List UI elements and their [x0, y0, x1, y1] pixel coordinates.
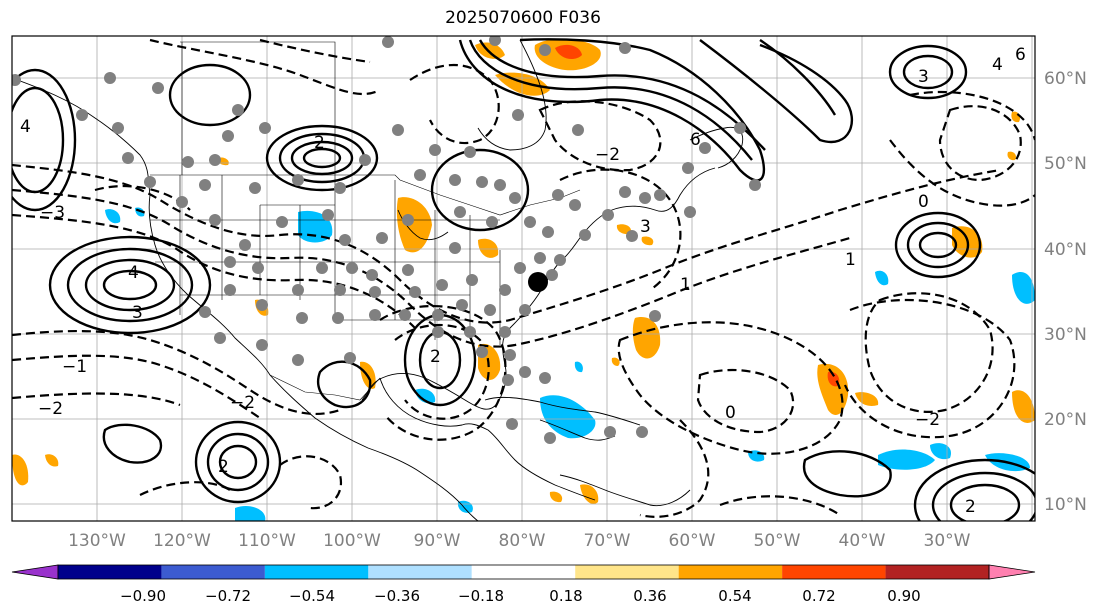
- contour-label: 0: [918, 192, 929, 212]
- lon-label: 40°W: [839, 531, 886, 551]
- contour-label: 2: [314, 133, 325, 153]
- colorbar-tick-label: −0.36: [374, 587, 420, 605]
- colorbar-cell: [575, 565, 679, 579]
- map-title: 2025070600 F036: [445, 8, 601, 28]
- lat-label: 20°N: [1044, 410, 1087, 430]
- station-markers: [12, 36, 761, 444]
- colorbar-tick-label: 0.18: [549, 587, 582, 605]
- contour-label: −3: [40, 203, 65, 223]
- contour-label: 4: [992, 55, 1003, 75]
- graticule: [12, 36, 1035, 521]
- colorbar: −0.90 −0.72 −0.54 −0.36 −0.18 0.18 0.36 …: [11, 564, 1036, 605]
- colorbar-cell: [885, 565, 989, 579]
- contour-label: 3: [918, 67, 929, 87]
- contour-label: 6: [1015, 45, 1026, 65]
- lat-label: 50°N: [1044, 154, 1087, 174]
- colorbar-tick-label: −0.72: [205, 587, 251, 605]
- colorbar-cell: [782, 565, 886, 579]
- lon-label: 90°W: [414, 531, 461, 551]
- contour-label: 1: [845, 250, 856, 270]
- latitude-axis: 60°N 50°N 40°N 30°N 20°N 10°N: [1044, 69, 1087, 515]
- lon-label: 120°W: [153, 531, 211, 551]
- lat-label: 30°N: [1044, 325, 1087, 345]
- colorbar-tick-label: 0.36: [633, 587, 666, 605]
- colorbar-extend-low: [11, 564, 59, 580]
- colorbar-tick-label: −0.90: [120, 587, 166, 605]
- colorbar-cell: [161, 565, 265, 579]
- colorbar-cell: [368, 565, 472, 579]
- contour-label: 4: [20, 117, 31, 137]
- colorbar-tick-label: 0.54: [718, 587, 751, 605]
- contour-label: 6: [690, 130, 701, 150]
- contour-label: 0: [725, 403, 736, 423]
- lat-label: 10°N: [1044, 495, 1087, 515]
- contour-label: 2: [430, 347, 441, 367]
- contour-label: 4: [128, 263, 139, 283]
- contour-label: −2: [230, 393, 255, 413]
- colorbar-tick-label: −0.54: [289, 587, 335, 605]
- lon-label: 60°W: [669, 531, 716, 551]
- contour-labels: 2 4 6 0 −2 −3 −2 −1 3 2 −2 3 3 0 2 2 4 6…: [20, 45, 1026, 517]
- colorbar-tick-label: 0.90: [887, 587, 920, 605]
- positive-contours: [12, 38, 1035, 521]
- longitude-axis: 130°W 120°W 110°W 100°W 90°W 80°W 70°W 6…: [68, 531, 971, 551]
- colorbar-tick-label: 0.72: [802, 587, 835, 605]
- lat-label: 40°N: [1044, 240, 1087, 260]
- contour-label: 2: [965, 497, 976, 517]
- coastlines: [12, 39, 744, 521]
- colorbar-cell: [471, 565, 576, 579]
- colorbar-cell: [264, 565, 369, 579]
- colorbar-outline: [57, 564, 990, 580]
- lon-label: 70°W: [584, 531, 631, 551]
- lon-label: 130°W: [68, 531, 126, 551]
- contour-label: 1: [680, 275, 691, 295]
- lon-label: 110°W: [238, 531, 296, 551]
- contour-label: 3: [640, 217, 651, 237]
- lon-label: 50°W: [754, 531, 801, 551]
- highlight-marker: [528, 272, 548, 292]
- map-frame: [11, 35, 1036, 522]
- negative-contours: [12, 38, 1035, 518]
- colorbar-cell: [58, 565, 162, 579]
- contour-label: −2: [595, 145, 620, 165]
- lat-label: 60°N: [1044, 69, 1087, 89]
- contour-label: −2: [38, 399, 63, 419]
- colorbar-tick-label: −0.18: [458, 587, 504, 605]
- colorbar-extend-high: [988, 564, 1036, 580]
- contour-label: −1: [62, 357, 87, 377]
- contour-label: 2: [218, 457, 229, 477]
- contour-label: 3: [132, 303, 143, 323]
- lon-label: 100°W: [323, 531, 381, 551]
- colorbar-cell: [678, 565, 783, 579]
- lon-label: 80°W: [499, 531, 546, 551]
- lon-label: 30°W: [924, 531, 971, 551]
- contour-label: −2: [915, 410, 940, 430]
